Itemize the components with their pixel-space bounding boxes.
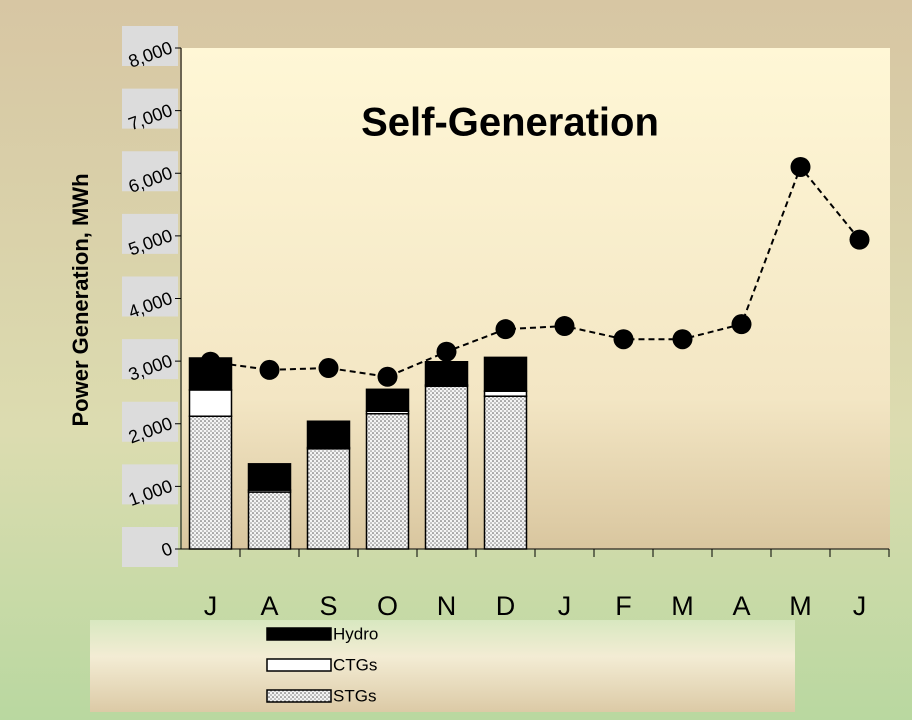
x-tick-label: S [319,591,337,621]
tick-label-box [122,464,178,505]
line-marker [436,341,457,362]
x-tick-label: D [496,591,516,621]
x-tick-label: M [671,591,694,621]
x-tick-label: O [377,591,398,621]
plot-area [182,48,890,549]
legend-swatch [266,627,332,641]
tick-label-box [122,213,178,254]
tick-label-box [122,26,178,66]
line-marker [554,316,575,337]
line-marker [849,229,870,250]
tick-label-box [122,88,178,129]
bar-segment [424,385,469,550]
line-marker [672,329,693,350]
bar-segment [424,361,469,386]
tick-label-box [122,401,178,442]
x-tick-label: J [204,591,218,621]
bar-segment [188,415,233,550]
line-marker [259,359,280,380]
x-tick-label: M [789,591,812,621]
chart-title: Self-Generation [361,101,659,145]
legend-box [90,620,795,712]
legend-swatch [266,689,332,703]
line-marker [377,366,398,387]
tick-label-box [122,276,178,317]
line-marker [790,156,811,177]
line-marker [613,329,634,350]
bar-segment [306,420,351,449]
y-axis-label: Power Generation, MWh [68,173,93,426]
tick-label-box [122,527,178,567]
legend-label: STGs [333,686,376,705]
x-tick-label: F [615,591,632,621]
line-marker [318,358,339,379]
legend-label: CTGs [333,655,377,674]
bar-segment [483,390,528,397]
x-tick-label: A [260,591,278,621]
bar-segment [365,388,410,412]
legend-label: Hydro [333,624,378,643]
tick-label-box [122,339,178,380]
x-tick-label: J [558,591,572,621]
legend-swatch [266,658,332,672]
bar-segment [247,463,292,491]
tick-label-box [122,151,178,192]
bar-segment [306,448,351,550]
bar-segment [483,356,528,392]
bar-segment [188,389,233,417]
x-tick-label: J [853,591,867,621]
x-tick-label: N [437,591,457,621]
line-marker [200,351,221,372]
line-marker [495,319,516,340]
line [210,165,861,378]
bar-segment [365,412,410,550]
line-marker [731,314,752,335]
bar-segment [483,395,528,550]
bar-segment [247,491,292,550]
x-tick-label: A [732,591,750,621]
